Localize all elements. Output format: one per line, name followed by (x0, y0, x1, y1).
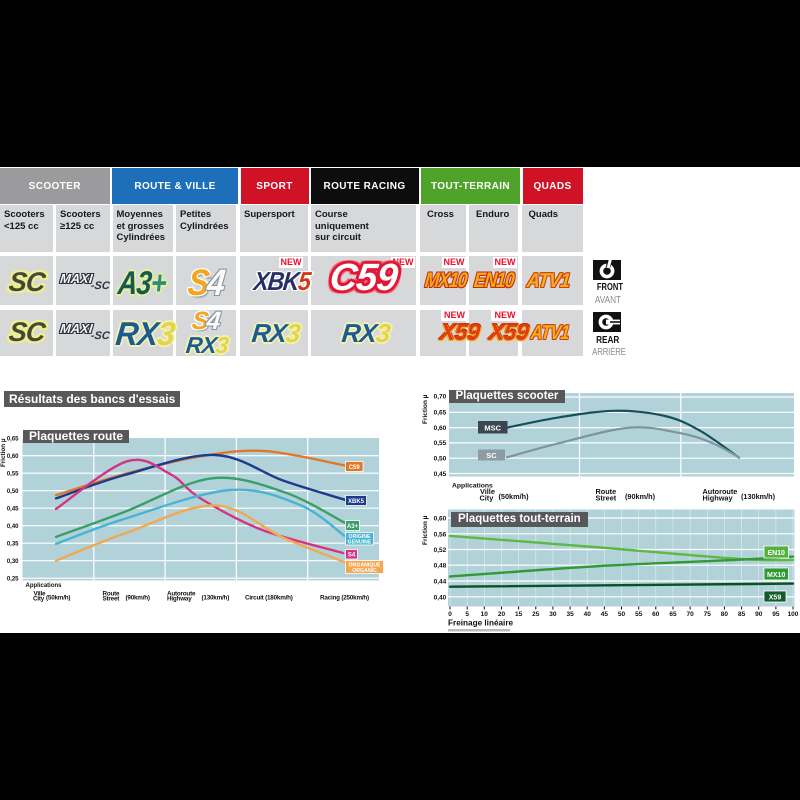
svg-text:0,60: 0,60 (7, 454, 19, 460)
svg-text:ORIGINE: ORIGINE (349, 534, 371, 540)
svg-text:100: 100 (788, 611, 799, 618)
svg-text:EN10: EN10 (767, 550, 785, 557)
svg-text:75: 75 (704, 611, 712, 618)
svg-text:0,35: 0,35 (7, 542, 19, 548)
svg-text:Autoroute: Autoroute (703, 487, 738, 496)
svg-text:(50km/h): (50km/h) (46, 595, 70, 602)
svg-text:0,40: 0,40 (434, 594, 447, 601)
svg-text:35: 35 (566, 611, 574, 618)
svg-text:40: 40 (584, 611, 592, 618)
svg-text:0,65: 0,65 (7, 437, 19, 443)
svg-text:0,45: 0,45 (434, 471, 447, 478)
svg-text:0,55: 0,55 (7, 472, 19, 478)
svg-text:20: 20 (498, 611, 506, 618)
svg-text:S4: S4 (348, 553, 356, 559)
svg-text:10: 10 (481, 611, 489, 618)
svg-text:25: 25 (532, 611, 540, 618)
svg-text:(130km/h): (130km/h) (202, 595, 230, 602)
svg-text:GENUINE: GENUINE (348, 540, 372, 546)
svg-text:0,30: 0,30 (7, 559, 19, 565)
svg-text:Friction µ: Friction µ (422, 515, 429, 545)
svg-text:45: 45 (601, 611, 609, 618)
svg-text:0,50: 0,50 (7, 489, 19, 495)
svg-text:80: 80 (721, 611, 729, 618)
svg-text:Applications: Applications (26, 583, 63, 589)
svg-text:ORGANIC: ORGANIC (352, 568, 377, 574)
svg-text:0,60: 0,60 (434, 425, 447, 432)
svg-text:0,50: 0,50 (434, 456, 447, 463)
svg-text:MX10: MX10 (767, 572, 785, 579)
svg-text:70: 70 (686, 611, 694, 618)
svg-text:MSC: MSC (484, 424, 501, 433)
svg-text:Route: Route (103, 591, 121, 598)
svg-text:Circuit (180km/h): Circuit (180km/h) (245, 595, 293, 602)
svg-text:City: City (33, 596, 45, 603)
svg-text:Route: Route (596, 487, 617, 496)
svg-text:0,45: 0,45 (7, 507, 19, 513)
svg-text:15: 15 (515, 611, 523, 618)
svg-text:95: 95 (772, 611, 780, 618)
svg-text:0,56: 0,56 (434, 531, 447, 538)
svg-text:X59: X59 (769, 594, 782, 601)
svg-text:30: 30 (549, 611, 557, 618)
svg-text:Street: Street (103, 596, 121, 603)
svg-text:(50km/h): (50km/h) (499, 492, 530, 501)
svg-text:SC: SC (486, 451, 497, 460)
svg-text:55: 55 (635, 611, 643, 618)
svg-text:0,70: 0,70 (434, 393, 447, 400)
svg-text:60: 60 (652, 611, 660, 618)
svg-text:Highway: Highway (703, 494, 734, 503)
svg-text:65: 65 (669, 611, 677, 618)
svg-text:0,55: 0,55 (434, 440, 447, 447)
svg-text:XBK5: XBK5 (348, 499, 365, 505)
svg-text:85: 85 (738, 611, 746, 618)
svg-text:ORGANIQUE: ORGANIQUE (349, 562, 382, 568)
svg-text:0,44: 0,44 (434, 579, 447, 586)
svg-text:0,48: 0,48 (434, 563, 447, 570)
svg-text:C59: C59 (349, 465, 361, 471)
svg-text:90: 90 (755, 611, 763, 618)
svg-text:Friction µ: Friction µ (0, 438, 7, 467)
svg-text:City: City (480, 494, 495, 503)
svg-text:5: 5 (465, 611, 469, 618)
svg-text:0,52: 0,52 (434, 547, 447, 554)
svg-text:0: 0 (448, 611, 452, 618)
svg-text:(90km/h): (90km/h) (625, 492, 656, 501)
svg-text:Applications: Applications (452, 483, 493, 490)
svg-text:0,40: 0,40 (7, 524, 19, 530)
svg-text:Freinage linéaire: Freinage linéaire (448, 619, 514, 628)
svg-text:(130km/h): (130km/h) (741, 492, 776, 501)
svg-text:Street: Street (596, 494, 617, 503)
svg-text:Friction µ: Friction µ (422, 394, 429, 424)
svg-text:Ville: Ville (34, 591, 47, 598)
svg-text:A3+: A3+ (347, 524, 359, 530)
svg-text:0,65: 0,65 (434, 410, 447, 417)
svg-text:50: 50 (618, 611, 626, 618)
svg-text:Ville: Ville (480, 487, 495, 496)
svg-text:0,60: 0,60 (434, 516, 447, 523)
svg-text:Highway: Highway (167, 596, 192, 603)
svg-text:Racing (250km/h): Racing (250km/h) (320, 595, 369, 602)
svg-text:0,25: 0,25 (7, 577, 19, 583)
svg-text:(90km/h): (90km/h) (126, 595, 150, 602)
svg-text:Autoroute: Autoroute (167, 591, 196, 598)
